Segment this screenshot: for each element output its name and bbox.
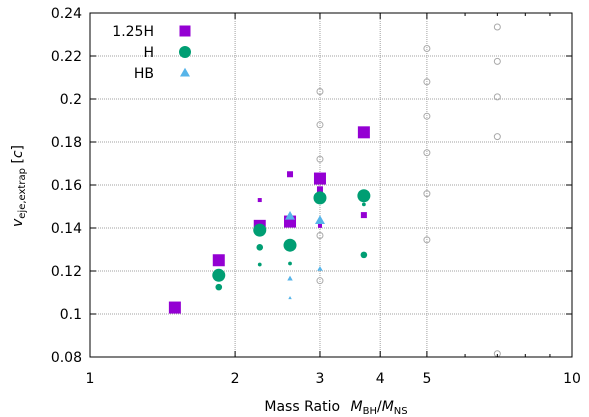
- data-point-open-circle: [423, 149, 431, 157]
- data-point-triangle: [288, 296, 292, 300]
- data-point-open-circle: [493, 93, 501, 101]
- data-point-square: [168, 301, 181, 314]
- legend: 1.25H H HB: [112, 24, 191, 82]
- y-tick-label: 0.08: [51, 350, 82, 366]
- data-point-circle: [215, 283, 223, 291]
- data-point-circle: [283, 238, 297, 252]
- data-point-square: [317, 223, 322, 228]
- data-point-circle: [253, 223, 267, 237]
- x-axis-label-num-sub: BH: [363, 406, 377, 417]
- legend-label: H: [143, 45, 154, 61]
- y-axis-label-sub: eje,extrap: [17, 168, 28, 219]
- data-point-square: [287, 171, 294, 178]
- data-point-circle: [256, 244, 264, 251]
- data-point-circle: [313, 191, 327, 205]
- y-tick-label: 0.2: [60, 92, 82, 108]
- legend-marker-square: [179, 25, 191, 37]
- y-tick-label: 0.12: [51, 264, 82, 280]
- x-axis-label-math-2: M: [382, 399, 394, 415]
- data-point-open-circle: [423, 190, 431, 198]
- y-tick-label: 0.14: [51, 221, 82, 237]
- data-point-open-circle: [423, 236, 431, 244]
- data-point-square: [313, 172, 326, 185]
- legend-label: 1.25H: [112, 24, 154, 40]
- data-point-open-circle: [493, 57, 501, 65]
- x-axis-label-slash: /: [377, 399, 382, 415]
- y-tick-label: 0.18: [51, 135, 82, 151]
- y-axis-label-symbol: v: [10, 218, 26, 227]
- y-tick-label: 0.22: [51, 49, 82, 65]
- x-axis-label-text: Mass Ratio: [264, 399, 340, 415]
- data-point-open-circle: [316, 155, 324, 163]
- data-point-open-circle: [423, 112, 431, 120]
- x-tick-label: 10: [563, 371, 581, 387]
- data-point-open-circle: [316, 277, 324, 285]
- x-tick-label: 4: [376, 371, 385, 387]
- x-tick-label: 1: [86, 371, 95, 387]
- y-axis-label-unit-close: ]: [10, 145, 26, 150]
- data-point-triangle: [285, 210, 296, 220]
- data-point-triangle: [287, 275, 293, 281]
- data-point-open-circle: [316, 87, 324, 95]
- data-point-open-circle: [423, 44, 431, 52]
- data-point-square: [357, 126, 370, 139]
- y-axis-label-unit-open: [: [10, 158, 26, 168]
- data-point-square: [212, 254, 225, 267]
- data-point-triangle: [314, 215, 325, 224]
- data-point-open-circle: [316, 232, 324, 240]
- x-axis-label: Mass Ratio MBH/MNS: [264, 399, 407, 417]
- data-point-open-circle: [493, 133, 501, 141]
- x-axis-label-math: M: [350, 399, 362, 415]
- x-tick-label: 5: [422, 371, 431, 387]
- data-point-circle: [257, 262, 262, 267]
- x-tick-label: 3: [316, 371, 325, 387]
- data-point-circle: [361, 202, 366, 207]
- x-axis-label-den-sub: NS: [394, 406, 408, 417]
- x-tick-label: 2: [231, 371, 240, 387]
- data-point-circle: [357, 189, 371, 203]
- data-point-square: [316, 186, 323, 193]
- data-point-open-circle: [316, 121, 324, 129]
- data-point-triangle: [317, 265, 323, 271]
- y-axis-label-unit: c: [10, 150, 26, 158]
- grid-lines: [90, 13, 572, 357]
- data-point-square: [257, 198, 262, 203]
- legend-marker-triangle: [180, 67, 190, 77]
- y-tick-label: 0.24: [51, 6, 82, 22]
- data-point-square: [360, 212, 367, 219]
- data-point-circle: [212, 268, 226, 282]
- legend-marker-circle: [179, 46, 191, 58]
- data-point-open-circle: [423, 78, 431, 86]
- data-point-circle: [360, 251, 368, 259]
- data-point-open-circle: [493, 23, 501, 31]
- axis-ticks: 0.08 0.1 0.12 0.14 0.16 0.18 0.2 0.22 0.24 1 2 3 4 5 1…: [51, 6, 581, 387]
- data-point-circle: [288, 261, 292, 266]
- y-tick-label: 0.16: [51, 178, 82, 194]
- data-points: [168, 23, 501, 358]
- legend-label: HB: [134, 66, 154, 82]
- y-axis-label: veje,extrap [c]: [10, 145, 28, 227]
- y-tick-label: 0.1: [60, 307, 82, 323]
